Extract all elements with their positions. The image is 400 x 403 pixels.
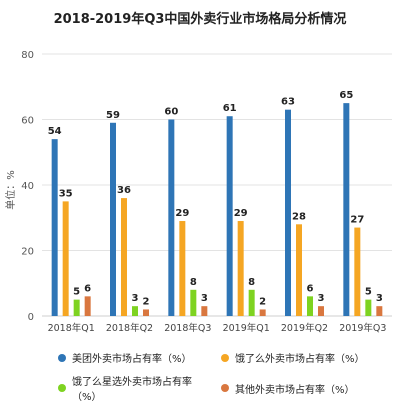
legend-swatch	[58, 353, 66, 362]
bar	[168, 119, 175, 316]
y-axis: 0 20 40 60 80	[21, 50, 34, 323]
legend-label: 饿了么星选外卖市场占有率（%）	[72, 377, 192, 403]
data-label: 65	[339, 90, 353, 101]
x-tick-label: 2019年Q3	[339, 322, 386, 334]
data-label: 59	[106, 110, 120, 121]
data-label: 5	[73, 287, 80, 298]
data-label: 5	[365, 287, 372, 298]
data-label: 8	[190, 277, 197, 288]
y-tick-label: 0	[28, 312, 34, 323]
data-label: 28	[292, 211, 306, 222]
bar	[354, 227, 361, 316]
bar	[179, 221, 186, 316]
legend-item: 其他外卖市场占有率（%）	[221, 373, 378, 403]
data-label: 2	[259, 296, 266, 307]
bar	[190, 289, 197, 316]
bar	[248, 289, 255, 316]
data-label: 35	[59, 188, 73, 199]
data-label: 29	[175, 208, 189, 219]
bar	[296, 224, 302, 316]
legend: 美团外卖市场占有率（%） 饿了么外卖市场占有率（%） 饿了么星选外卖市场占有率（%）…	[58, 350, 378, 403]
x-tick-label: 2018年Q3	[164, 322, 211, 334]
bar	[365, 299, 372, 316]
data-label: 29	[234, 208, 248, 219]
data-label: 6	[307, 283, 314, 294]
legend-label: 美团外卖市场占有率（%）	[72, 354, 192, 365]
bar	[237, 221, 244, 316]
bar	[285, 109, 291, 316]
bar	[143, 309, 149, 316]
legend-swatch	[221, 353, 229, 362]
legend-item: 饿了么外卖市场占有率（%）	[221, 350, 378, 365]
legend-label: 其他外卖市场占有率（%）	[235, 384, 355, 396]
data-label: 36	[117, 185, 131, 196]
x-tick-label: 2019年Q2	[281, 322, 328, 334]
data-label: 2	[143, 296, 150, 307]
bars	[51, 103, 383, 317]
y-tick-label: 60	[21, 116, 34, 127]
bar	[62, 201, 69, 316]
chart-title: 2018-2019年Q3中国外卖行业市场格局分析情况	[53, 12, 347, 27]
bar	[226, 116, 233, 316]
bar	[318, 306, 324, 316]
legend-swatch	[58, 384, 66, 392]
legend-item: 饿了么星选外卖市场占有率（%）	[58, 373, 215, 403]
x-tick-label: 2018年Q1	[48, 322, 95, 334]
bar	[376, 306, 383, 316]
legend-item: 美团外卖市场占有率（%）	[58, 350, 215, 365]
y-tick-label: 40	[21, 181, 34, 192]
bar	[307, 296, 313, 316]
data-label: 3	[132, 293, 139, 304]
data-label: 8	[248, 277, 255, 288]
bar	[259, 309, 266, 316]
bar	[73, 299, 80, 316]
bar	[51, 139, 58, 316]
data-label: 60	[164, 107, 178, 118]
y-axis-label: 单位：%	[4, 170, 17, 210]
bar	[201, 306, 208, 316]
data-label: 61	[223, 103, 237, 114]
data-label: 54	[48, 126, 62, 137]
data-label: 6	[84, 283, 91, 294]
legend-swatch	[221, 384, 229, 392]
data-label: 63	[281, 97, 295, 108]
data-label: 3	[318, 293, 325, 304]
legend-label: 饿了么外卖市场占有率（%）	[235, 354, 365, 365]
x-tick-label: 2019年Q1	[223, 322, 270, 334]
bar	[343, 103, 350, 316]
x-tick-label: 2018年Q2	[106, 322, 153, 334]
y-tick-label: 80	[21, 50, 34, 61]
x-axis: 2018年Q1 2018年Q2 2018年Q3 2019年Q1 2019年Q2 2019年…	[42, 315, 392, 334]
data-label: 27	[350, 215, 364, 226]
y-tick-label: 20	[21, 247, 34, 258]
bar	[110, 122, 116, 317]
data-label: 3	[376, 293, 383, 304]
bar	[132, 306, 138, 316]
bar	[121, 198, 127, 316]
bar	[84, 296, 91, 316]
data-label: 3	[201, 293, 208, 304]
